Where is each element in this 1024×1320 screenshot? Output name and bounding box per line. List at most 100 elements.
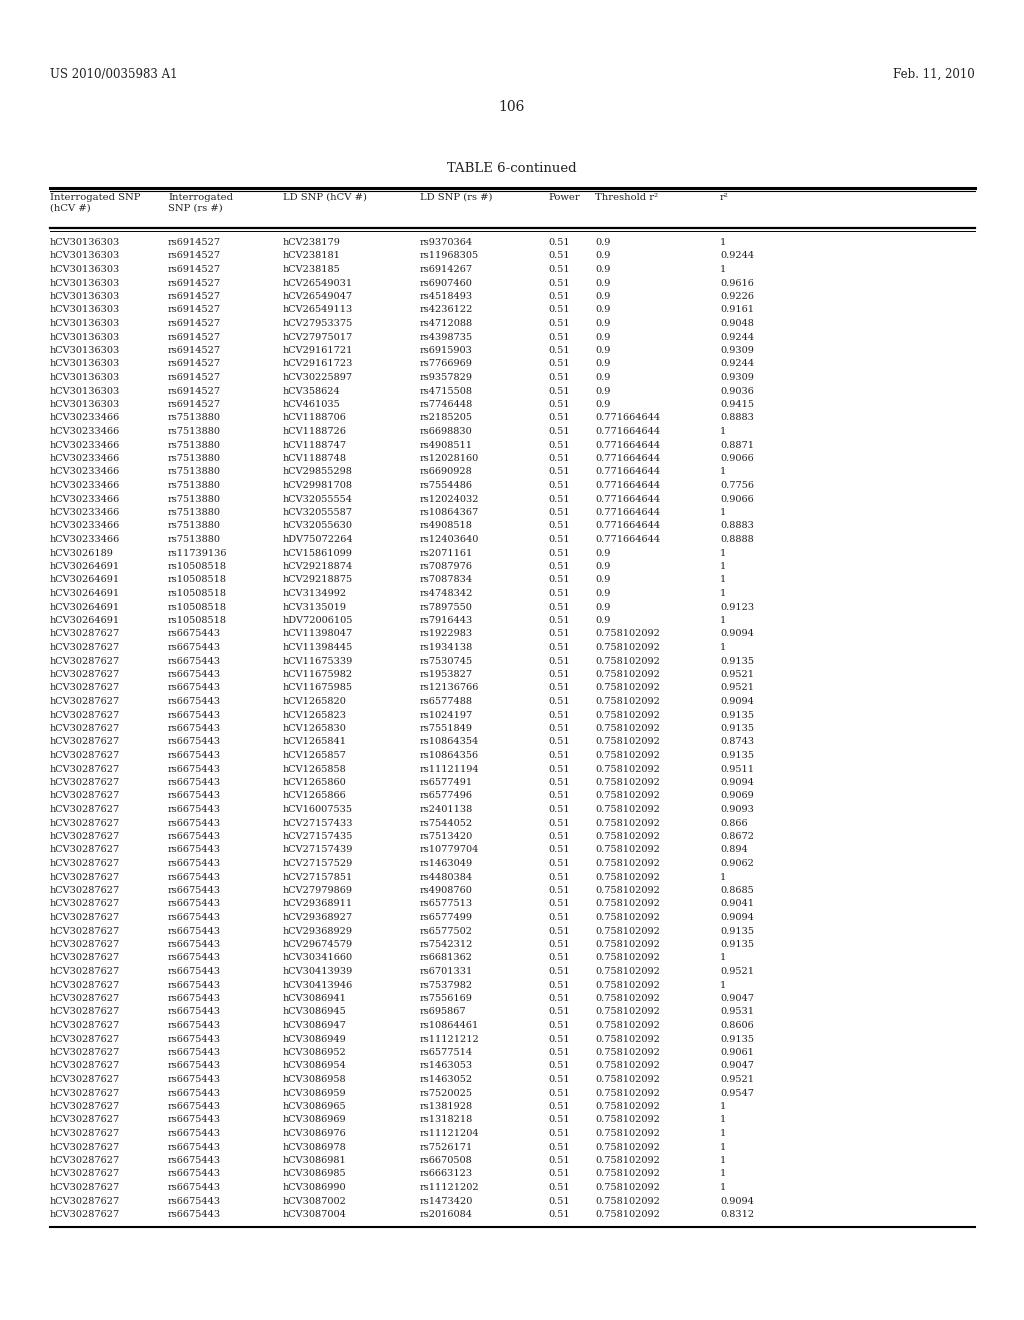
Text: 0.51: 0.51: [548, 886, 569, 895]
Text: rs6675443: rs6675443: [168, 1035, 221, 1044]
Text: 0.9135: 0.9135: [720, 1035, 754, 1044]
Text: hCV30287627: hCV30287627: [50, 1035, 120, 1044]
Text: 1: 1: [720, 426, 726, 436]
Text: rs10508518: rs10508518: [168, 616, 227, 624]
Text: 0.51: 0.51: [548, 832, 569, 841]
Text: 0.51: 0.51: [548, 846, 569, 854]
Text: 0.51: 0.51: [548, 374, 569, 381]
Text: hCV3086985: hCV3086985: [283, 1170, 347, 1179]
Text: rs6577502: rs6577502: [420, 927, 473, 936]
Text: hCV1265858: hCV1265858: [283, 764, 347, 774]
Text: rs6675443: rs6675443: [168, 764, 221, 774]
Text: 0.51: 0.51: [548, 319, 569, 327]
Text: 0.51: 0.51: [548, 684, 569, 693]
Text: 0.758102092: 0.758102092: [595, 630, 659, 639]
Text: 0.758102092: 0.758102092: [595, 899, 659, 908]
Text: 0.771664644: 0.771664644: [595, 508, 660, 517]
Text: rs6675443: rs6675443: [168, 1170, 221, 1179]
Text: 1: 1: [720, 576, 726, 585]
Text: hCV1188706: hCV1188706: [283, 413, 347, 422]
Text: rs6675443: rs6675443: [168, 751, 221, 760]
Text: rs6675443: rs6675443: [168, 697, 221, 706]
Text: hCV30233466: hCV30233466: [50, 535, 120, 544]
Text: hCV3086954: hCV3086954: [283, 1061, 347, 1071]
Text: 0.9: 0.9: [595, 279, 610, 288]
Text: hCV29981708: hCV29981708: [283, 480, 353, 490]
Text: hCV26549047: hCV26549047: [283, 292, 353, 301]
Text: rs6675443: rs6675443: [168, 832, 221, 841]
Text: rs4480384: rs4480384: [420, 873, 473, 882]
Text: 0.9135: 0.9135: [720, 751, 754, 760]
Text: 0.9094: 0.9094: [720, 913, 754, 921]
Text: rs6675443: rs6675443: [168, 1020, 221, 1030]
Text: hCV30413939: hCV30413939: [283, 968, 353, 975]
Text: hCV3086947: hCV3086947: [283, 1020, 347, 1030]
Text: hCV30287627: hCV30287627: [50, 859, 120, 869]
Text: 0.51: 0.51: [548, 292, 569, 301]
Text: 0.9161: 0.9161: [720, 305, 754, 314]
Text: rs7513880: rs7513880: [168, 454, 221, 463]
Text: 0.9066: 0.9066: [720, 454, 754, 463]
Text: rs6675443: rs6675443: [168, 710, 221, 719]
Text: rs6675443: rs6675443: [168, 671, 221, 678]
Text: rs10508518: rs10508518: [168, 576, 227, 585]
Text: 1: 1: [720, 1170, 726, 1179]
Text: 0.771664644: 0.771664644: [595, 467, 660, 477]
Text: 1: 1: [720, 953, 726, 962]
Text: hCV3086981: hCV3086981: [283, 1156, 347, 1166]
Text: rs1934138: rs1934138: [420, 643, 473, 652]
Text: 0.758102092: 0.758102092: [595, 953, 659, 962]
Text: hDV75072264: hDV75072264: [283, 535, 353, 544]
Text: 0.51: 0.51: [548, 1102, 569, 1111]
Text: 0.9244: 0.9244: [720, 252, 754, 260]
Text: rs6914527: rs6914527: [168, 279, 221, 288]
Text: 0.9135: 0.9135: [720, 710, 754, 719]
Text: rs6675443: rs6675443: [168, 994, 221, 1003]
Text: 0.758102092: 0.758102092: [595, 684, 659, 693]
Text: 0.9531: 0.9531: [720, 1007, 754, 1016]
Text: 0.9: 0.9: [595, 292, 610, 301]
Text: hCV238179: hCV238179: [283, 238, 341, 247]
Text: hCV11398445: hCV11398445: [283, 643, 353, 652]
Text: 0.9135: 0.9135: [720, 940, 754, 949]
Text: 0.9: 0.9: [595, 265, 610, 275]
Text: hCV30136303: hCV30136303: [50, 265, 120, 275]
Text: 0.8685: 0.8685: [720, 886, 754, 895]
Text: 0.51: 0.51: [548, 454, 569, 463]
Text: rs6675443: rs6675443: [168, 1210, 221, 1218]
Text: hCV30287627: hCV30287627: [50, 968, 120, 975]
Text: rs6675443: rs6675443: [168, 1129, 221, 1138]
Text: hCV30287627: hCV30287627: [50, 1102, 120, 1111]
Text: hCV29218874: hCV29218874: [283, 562, 353, 572]
Text: rs6914527: rs6914527: [168, 346, 221, 355]
Text: 0.758102092: 0.758102092: [595, 1210, 659, 1218]
Text: 0.758102092: 0.758102092: [595, 805, 659, 814]
Text: rs6670508: rs6670508: [420, 1156, 473, 1166]
Text: 0.9: 0.9: [595, 576, 610, 585]
Text: rs6675443: rs6675443: [168, 953, 221, 962]
Text: rs1922983: rs1922983: [420, 630, 473, 639]
Text: rs4398735: rs4398735: [420, 333, 473, 342]
Text: 0.51: 0.51: [548, 238, 569, 247]
Text: 0.51: 0.51: [548, 968, 569, 975]
Text: hCV1188726: hCV1188726: [283, 426, 347, 436]
Text: 0.9: 0.9: [595, 616, 610, 624]
Text: hCV30287627: hCV30287627: [50, 994, 120, 1003]
Text: 0.51: 0.51: [548, 279, 569, 288]
Text: 0.9: 0.9: [595, 602, 610, 611]
Text: rs7513880: rs7513880: [168, 426, 221, 436]
Text: 0.9094: 0.9094: [720, 1196, 754, 1205]
Text: hCV1188747: hCV1188747: [283, 441, 347, 450]
Text: hCV30287627: hCV30287627: [50, 697, 120, 706]
Text: rs1463052: rs1463052: [420, 1074, 473, 1084]
Text: 0.771664644: 0.771664644: [595, 441, 660, 450]
Text: rs9370364: rs9370364: [420, 238, 473, 247]
Text: hCV3086976: hCV3086976: [283, 1129, 347, 1138]
Text: rs11121194: rs11121194: [420, 764, 479, 774]
Text: 0.51: 0.51: [548, 467, 569, 477]
Text: rs6914267: rs6914267: [420, 265, 473, 275]
Text: hCV27157851: hCV27157851: [283, 873, 353, 882]
Text: hCV30264691: hCV30264691: [50, 602, 120, 611]
Text: 0.9: 0.9: [595, 305, 610, 314]
Text: hCV30136303: hCV30136303: [50, 319, 120, 327]
